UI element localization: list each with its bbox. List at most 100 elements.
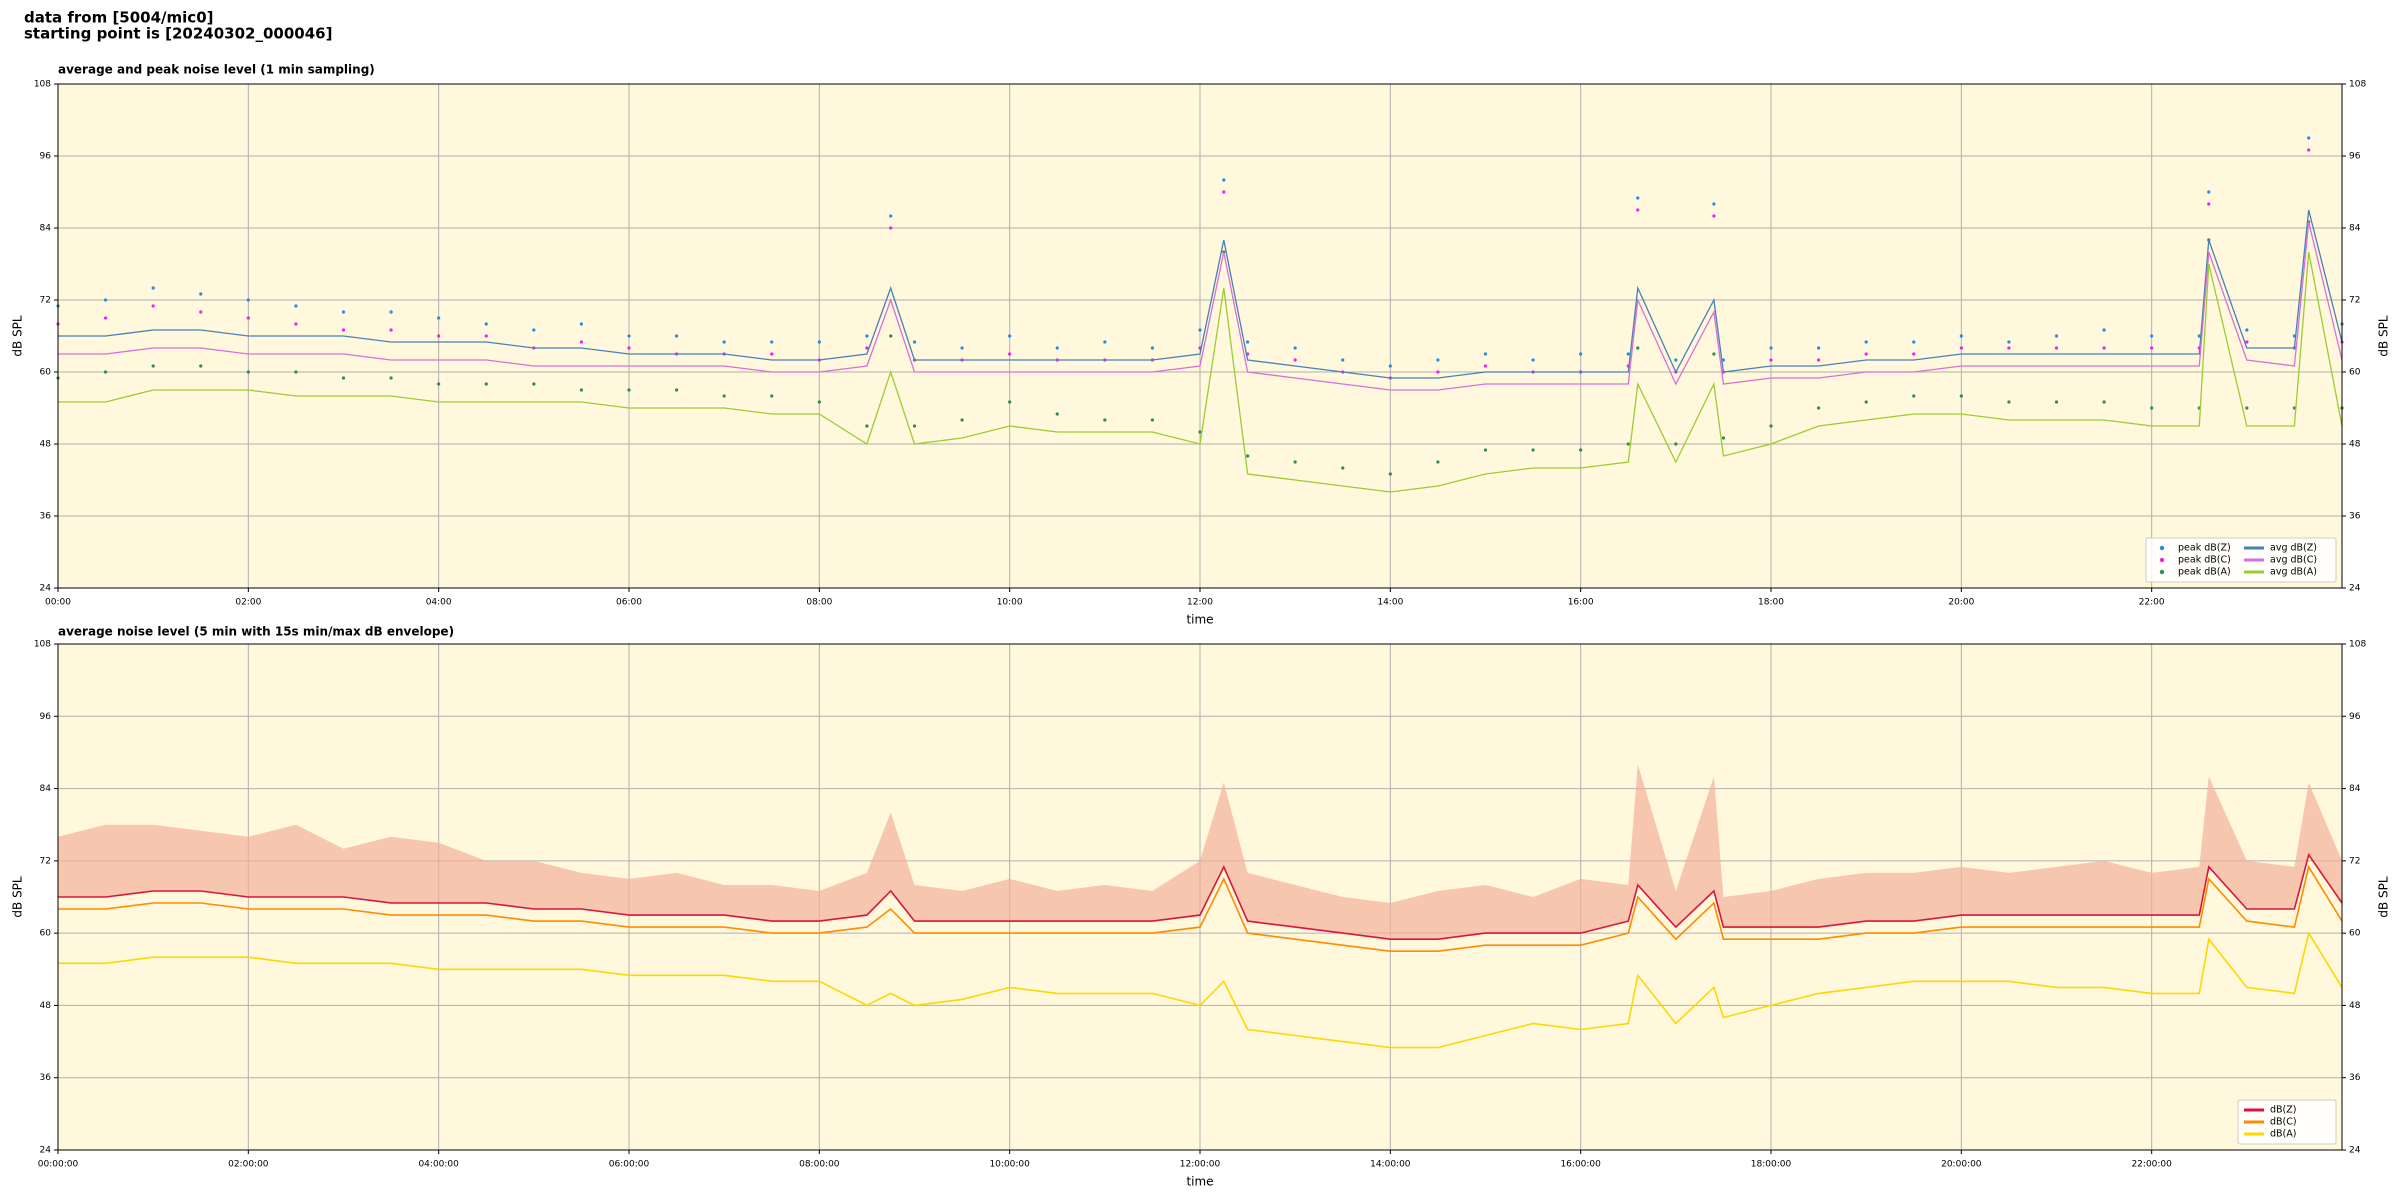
peak-point (2307, 148, 2311, 152)
series-line (58, 931, 2343, 1049)
peak-point (817, 340, 821, 344)
y-tick-label: 84 (2349, 784, 2361, 794)
peak-point (1959, 346, 1963, 350)
peak-point (1816, 346, 1821, 350)
peak-point (1864, 340, 1868, 344)
x-tick-label: 06:00 (616, 598, 642, 608)
peak-point (2102, 328, 2106, 332)
peak-point (1198, 430, 1202, 434)
plot-frame (57, 83, 2343, 589)
peak-point (1721, 436, 1726, 440)
peak-point (389, 328, 393, 332)
peak-point (246, 370, 250, 374)
peak-point (294, 370, 298, 374)
y-tick-label: 48 (40, 1001, 52, 1011)
peak-point (1674, 442, 1678, 446)
peak-point (1103, 340, 1107, 344)
chart-title: average and peak noise level (1 min samp… (58, 63, 375, 77)
peak-point (674, 334, 679, 338)
peak-point (1674, 358, 1678, 362)
legend-marker (2159, 569, 2165, 575)
peak-point (2054, 334, 2059, 338)
peak-point (103, 316, 108, 320)
y-tick-label: 24 (40, 1146, 52, 1156)
peak-point (579, 388, 584, 392)
y-tick-label: 48 (40, 440, 52, 450)
x-tick-label: 16:00 (1568, 598, 1594, 608)
peak-point (1150, 418, 1155, 422)
peak-point (1959, 394, 1963, 398)
peak-point (1531, 448, 1535, 452)
legend-marker (2159, 557, 2165, 563)
x-axis-label: time (1186, 613, 1213, 627)
peak-point (1388, 472, 1392, 476)
header-line: data from [5004/mic0] (24, 9, 214, 27)
series-line (58, 852, 2343, 940)
peak-point (2007, 400, 2011, 404)
y-axis-label: dB SPL (2377, 315, 2391, 357)
x-tick-label: 16:00:00 (1560, 1160, 1601, 1170)
peak-point (1245, 340, 1250, 344)
peak-point (103, 370, 108, 374)
peak-point (389, 310, 393, 314)
peak-point (484, 322, 488, 326)
y-tick-label: 60 (40, 929, 52, 939)
y-tick-label: 24 (2349, 1146, 2361, 1156)
peak-point (1912, 340, 1916, 344)
peak-point (1436, 358, 1440, 362)
y-tick-label: 72 (2349, 296, 2360, 306)
series-line (58, 221, 2343, 391)
peak-point (1436, 370, 1440, 374)
peak-point (1055, 412, 1059, 416)
peak-point (246, 298, 250, 302)
x-tick-label: 08:00 (806, 598, 832, 608)
peak-point (1626, 442, 1630, 446)
peak-point (1712, 352, 1716, 356)
peak-point (484, 382, 488, 386)
legend-label: peak dB(A) (2178, 567, 2231, 578)
plot-frame (57, 643, 2343, 1151)
peak-point (1769, 424, 1773, 428)
peak-point (889, 214, 893, 218)
peak-point (2245, 406, 2249, 410)
legend-label: avg dB(C) (2270, 555, 2317, 566)
y-tick-label: 60 (2349, 368, 2361, 378)
x-tick-label: 06:00:00 (609, 1160, 650, 1170)
peak-point (2150, 406, 2154, 410)
peak-point (1008, 352, 1012, 356)
peak-point (2207, 190, 2211, 194)
peak-point (1222, 190, 1226, 194)
x-tick-label: 20:00:00 (1941, 1160, 1982, 1170)
peak-point (674, 388, 679, 392)
peak-point (2245, 328, 2249, 332)
peak-point (1483, 352, 1488, 356)
y-axis-label: dB SPL (11, 315, 25, 357)
y-tick-label: 36 (2349, 1073, 2361, 1083)
peak-point (341, 328, 346, 332)
peak-point (627, 346, 631, 350)
legend-label: dB(A) (2270, 1129, 2296, 1140)
peak-point (389, 376, 393, 380)
peak-point (1579, 448, 1583, 452)
peak-point (1341, 358, 1345, 362)
peak-point (960, 418, 964, 422)
peak-point (1436, 460, 1440, 464)
peak-point (151, 286, 155, 290)
peak-point (770, 340, 774, 344)
peak-point (437, 316, 441, 320)
y-tick-label: 60 (40, 368, 52, 378)
peak-point (199, 310, 203, 314)
peak-point (579, 340, 584, 344)
legend-label: avg dB(Z) (2270, 543, 2317, 554)
x-tick-label: 10:00:00 (989, 1160, 1030, 1170)
peak-point (1198, 328, 1202, 332)
peak-point (294, 304, 298, 308)
x-tick-label: 12:00:00 (1180, 1160, 1221, 1170)
peak-point (1712, 202, 1716, 206)
peak-point (722, 340, 726, 344)
y-tick-label: 108 (34, 80, 51, 90)
peak-point (1245, 454, 1250, 458)
peak-point (151, 364, 155, 368)
